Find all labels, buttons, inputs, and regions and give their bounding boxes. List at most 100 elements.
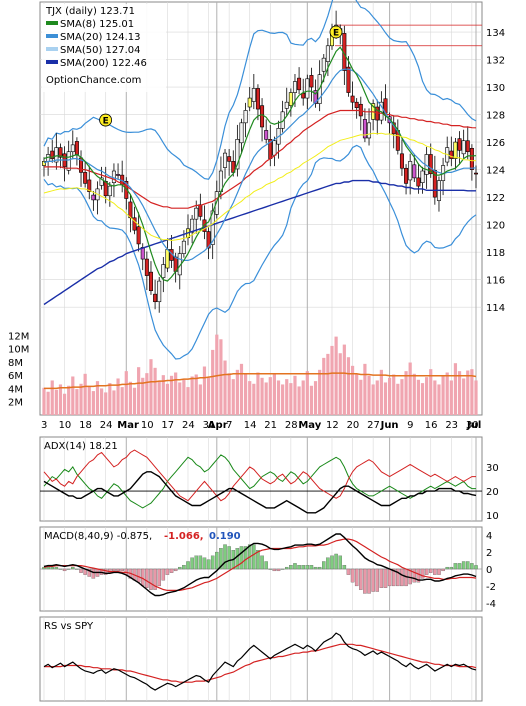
volume-bar	[322, 357, 326, 415]
volume-bar	[186, 387, 190, 415]
volume-bar	[231, 379, 235, 415]
macd-histogram-bar	[71, 566, 75, 570]
volume-bar	[437, 384, 441, 415]
date-tick-label: 17	[161, 420, 174, 431]
macd-histogram-bar	[297, 565, 301, 570]
volume-bar	[116, 378, 120, 415]
volume-bar	[297, 386, 301, 415]
macd-histogram-bar	[165, 568, 170, 575]
volume-bar	[359, 379, 363, 415]
date-tick-label: Apr	[208, 420, 228, 431]
candle-body	[309, 75, 314, 88]
price-tick-label: 126	[486, 138, 505, 149]
legend: TJX (daily) 123.71 SMA(8) 125.01 SMA(20)…	[42, 4, 166, 92]
macd-histogram-bar	[301, 565, 305, 570]
macd-histogram-bar	[313, 566, 318, 570]
macd-histogram-bar	[136, 568, 141, 583]
candle-body	[124, 181, 129, 199]
candle-body	[206, 231, 211, 249]
volume-bar	[239, 363, 244, 415]
volume-bar	[124, 371, 128, 415]
macd-histogram-bar	[338, 555, 342, 570]
macd-tick-label: 2	[486, 548, 492, 559]
volume-bar	[474, 380, 478, 415]
axis-labels: 1141161181201221241261281301321342M4M6M8…	[8, 28, 505, 431]
macd-histogram-bar	[219, 548, 223, 570]
volume-bar	[62, 393, 67, 415]
volume-bar	[367, 375, 371, 415]
volume-tick-label: 6M	[8, 371, 23, 382]
macd-histogram-bar	[424, 568, 429, 575]
volume-bar	[326, 353, 330, 415]
volume-bar	[87, 386, 91, 415]
volume-bar	[244, 373, 248, 415]
macd-histogram-bar	[289, 565, 293, 570]
macd-histogram-bar	[198, 555, 203, 570]
volume-bar	[202, 366, 207, 415]
volume-bar	[449, 380, 453, 415]
date-tick-label: 14	[244, 420, 257, 431]
macd-histogram-bar	[428, 568, 433, 573]
volume-bar	[248, 381, 252, 415]
volume-bar	[350, 365, 355, 415]
candle-body	[161, 264, 166, 278]
volume-bar	[330, 345, 334, 415]
macd-histogram-bar	[453, 563, 458, 570]
macd-histogram-bar	[330, 555, 334, 570]
macd-histogram-bar	[103, 568, 108, 575]
macd-hist-value: 0.190	[209, 531, 241, 542]
candle-body	[346, 66, 351, 93]
candle-body	[453, 141, 458, 159]
volume-bar	[223, 360, 227, 415]
volume-bar	[75, 389, 79, 415]
candle-body	[247, 97, 252, 108]
macd-histogram-bar	[120, 568, 124, 572]
macd-histogram-bar	[116, 568, 120, 572]
candle-body	[408, 161, 413, 181]
macd-histogram-bar	[293, 563, 297, 570]
volume-bar	[285, 379, 289, 415]
candle-body	[473, 172, 478, 175]
volume-bar	[466, 370, 470, 415]
date-tick-label: 27	[367, 420, 380, 431]
volume-bar	[182, 379, 186, 415]
volume-bar	[128, 381, 132, 415]
macd-histogram-bar	[322, 561, 326, 570]
volume-bar	[235, 369, 239, 415]
volume-bar	[178, 382, 182, 415]
candle-body	[325, 45, 330, 62]
macd-line	[43, 533, 477, 597]
price-tick-label: 116	[486, 276, 505, 287]
date-tick-label: Jun	[380, 420, 399, 431]
volume-bar	[416, 379, 420, 415]
volume-bar	[252, 383, 256, 415]
volume-tick-label: 2M	[8, 398, 23, 409]
candle-body	[128, 201, 133, 219]
macd-histogram-bar	[210, 555, 215, 570]
macd-histogram-bar	[169, 568, 174, 573]
volume-bar	[161, 375, 165, 415]
macd-histogram-bar	[445, 566, 449, 570]
volume-bar	[408, 362, 412, 415]
candle-body	[91, 194, 96, 201]
macd-title-group: MACD(8,40,9) -0.875, -1.066, 0.190	[44, 531, 241, 542]
macd-histogram-bar	[260, 555, 264, 570]
macd-histogram-bar	[284, 566, 289, 570]
sma50-band-line	[43, 132, 477, 242]
volume-bar	[404, 371, 408, 415]
macd-histogram-bar	[371, 568, 375, 592]
macd-histogram-bar	[268, 568, 273, 570]
macd-histogram-bar	[387, 568, 392, 587]
date-tick-label: 3	[41, 420, 47, 431]
volume-bar	[318, 369, 322, 415]
volume-bar	[470, 369, 474, 415]
volume-bar	[425, 377, 429, 415]
macd-histogram-bar	[149, 568, 153, 590]
adx-tick-label: 10	[486, 511, 499, 522]
macd-histogram-bar	[367, 568, 371, 594]
macd-signal-line	[43, 538, 477, 592]
rs-panel	[43, 632, 477, 691]
candle-body	[41, 161, 46, 166]
volume-bar	[305, 371, 309, 415]
candle-body	[136, 226, 141, 245]
